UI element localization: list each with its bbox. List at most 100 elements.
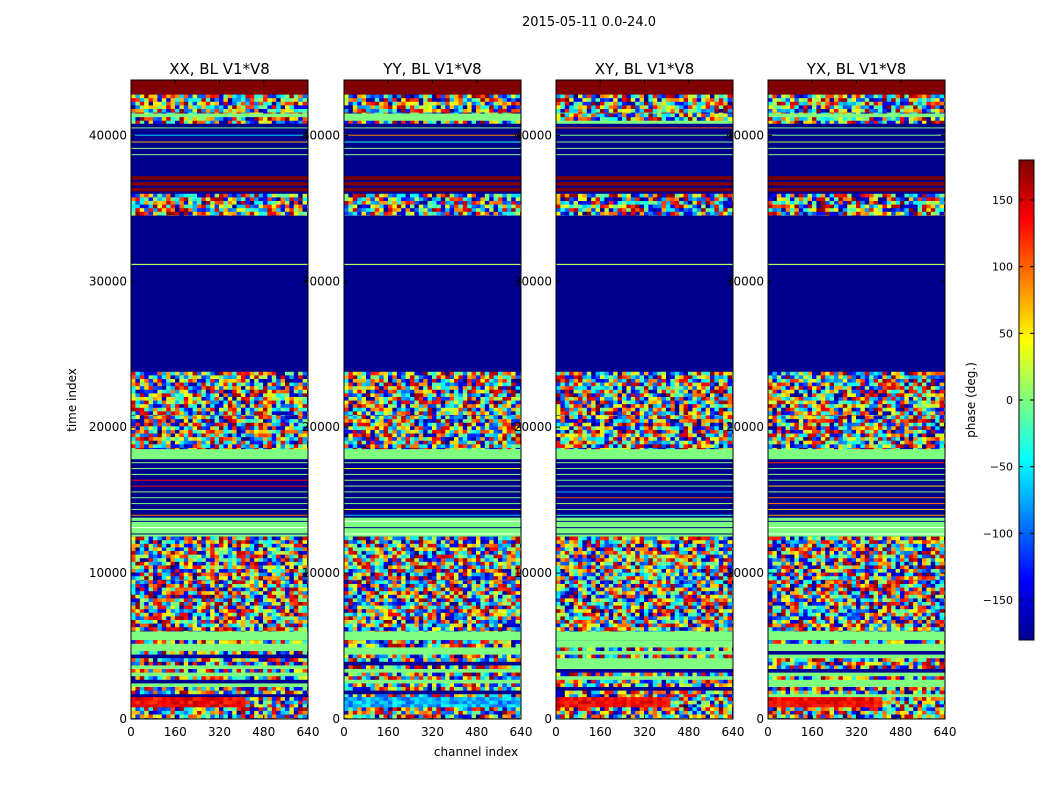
band-mixed xyxy=(131,113,308,125)
y-tick-label: 20000 xyxy=(89,420,127,434)
x-tick-label: 160 xyxy=(589,725,612,739)
band-noise xyxy=(768,536,945,584)
x-tick-label: 0 xyxy=(127,725,135,739)
x-tick-label: 0 xyxy=(552,725,560,739)
band-noise xyxy=(131,415,308,452)
band-green xyxy=(768,631,945,641)
y-tick-label: 10000 xyxy=(726,566,764,580)
band-navy_lines xyxy=(556,488,733,518)
x-tick-label: 480 xyxy=(465,725,488,739)
band-green xyxy=(768,449,945,460)
band-red_band xyxy=(344,697,521,709)
y-tick-label: 10000 xyxy=(302,566,340,580)
band-striped_noise xyxy=(768,640,945,699)
band-green xyxy=(131,449,308,460)
band-navy xyxy=(344,157,521,177)
band-noise xyxy=(556,580,733,635)
band-noise xyxy=(768,371,945,419)
x-tick-label: 480 xyxy=(889,725,912,739)
heatmap-image xyxy=(768,80,945,719)
band-noise xyxy=(556,707,733,719)
panel-0: XX, BL V1*V8 0 160 320 480 640 0 10000 20000 3000… xyxy=(89,60,320,739)
heatmap-image xyxy=(344,80,521,719)
band-maroon_stripes xyxy=(768,176,945,194)
band-maroon_stripes xyxy=(344,176,521,194)
band-navy_lines xyxy=(344,123,521,139)
band-striped_noise xyxy=(131,640,308,699)
band-mixed xyxy=(768,113,945,125)
band-navy_lines xyxy=(556,123,733,139)
band-noise xyxy=(344,371,521,419)
band-red_band xyxy=(556,697,733,709)
band-noise xyxy=(131,580,308,635)
x-axis-label: channel index xyxy=(434,745,518,759)
x-tick-label: 640 xyxy=(722,725,745,739)
band-navy xyxy=(768,215,945,372)
band-noise xyxy=(344,415,521,452)
y-tick-label: 40000 xyxy=(726,128,764,142)
band-green xyxy=(131,631,308,641)
y-tick-label: 30000 xyxy=(514,274,552,288)
band-green xyxy=(344,449,521,460)
panel-3: YX, BL V1*V8 0 160 320 480 640 0 10000 20000 3000… xyxy=(726,60,957,739)
panel-title: YY, BL V1*V8 xyxy=(382,60,481,78)
heatmap-image xyxy=(131,80,308,719)
band-navy_lines xyxy=(344,138,521,158)
panel-title: YX, BL V1*V8 xyxy=(806,60,907,78)
y-tick-label: 0 xyxy=(756,712,764,726)
band-green xyxy=(556,449,733,460)
band-navy_lines xyxy=(768,138,945,158)
band-navy_lines xyxy=(131,123,308,139)
band-striped_noise xyxy=(556,640,733,699)
y-tick-label: 0 xyxy=(119,712,127,726)
y-axis-label: time index xyxy=(65,368,79,432)
band-striped_noise xyxy=(344,640,521,699)
x-tick-label: 160 xyxy=(164,725,187,739)
band-noise xyxy=(768,193,945,220)
band-navy_lines xyxy=(131,459,308,489)
band-green xyxy=(556,631,733,641)
band-green_lines xyxy=(768,517,945,537)
band-navy xyxy=(556,215,733,372)
band-noise xyxy=(556,193,733,220)
band-noise xyxy=(768,415,945,452)
band-navy xyxy=(131,215,308,372)
colorbar-label: phase (deg.) xyxy=(964,362,978,438)
band-noise xyxy=(344,94,521,117)
panel-title: XX, BL V1*V8 xyxy=(169,60,270,78)
band-mixed xyxy=(556,113,733,125)
band-green_lines xyxy=(344,517,521,537)
x-tick-label: 320 xyxy=(633,725,656,739)
band-navy xyxy=(131,157,308,177)
y-tick-label: 0 xyxy=(332,712,340,726)
band-green_lines xyxy=(556,517,733,537)
band-noise xyxy=(556,371,733,419)
band-navy xyxy=(344,215,521,372)
band-red_band xyxy=(131,697,308,709)
y-tick-label: 20000 xyxy=(726,420,764,434)
band-noise xyxy=(131,707,308,719)
band-red_band xyxy=(768,697,945,709)
band-noise xyxy=(768,580,945,635)
band-noise xyxy=(768,707,945,719)
x-tick-label: 640 xyxy=(297,725,320,739)
figure-title: 2015-05-11 0.0-24.0 xyxy=(522,15,656,30)
x-tick-label: 320 xyxy=(845,725,868,739)
band-noise xyxy=(131,371,308,419)
band-navy xyxy=(556,157,733,177)
band-noise xyxy=(131,193,308,220)
band-navy_lines xyxy=(344,459,521,489)
x-tick-label: 640 xyxy=(934,725,957,739)
x-tick-label: 320 xyxy=(421,725,444,739)
x-tick-label: 320 xyxy=(208,725,231,739)
y-tick-label: 40000 xyxy=(89,128,127,142)
x-tick-label: 160 xyxy=(801,725,824,739)
y-tick-label: 30000 xyxy=(89,274,127,288)
band-noise xyxy=(344,193,521,220)
y-tick-label: 10000 xyxy=(89,566,127,580)
band-noise xyxy=(344,536,521,584)
y-tick-label: 0 xyxy=(544,712,552,726)
colorbar-tick-label: 150 xyxy=(992,194,1013,207)
band-noise xyxy=(344,707,521,719)
